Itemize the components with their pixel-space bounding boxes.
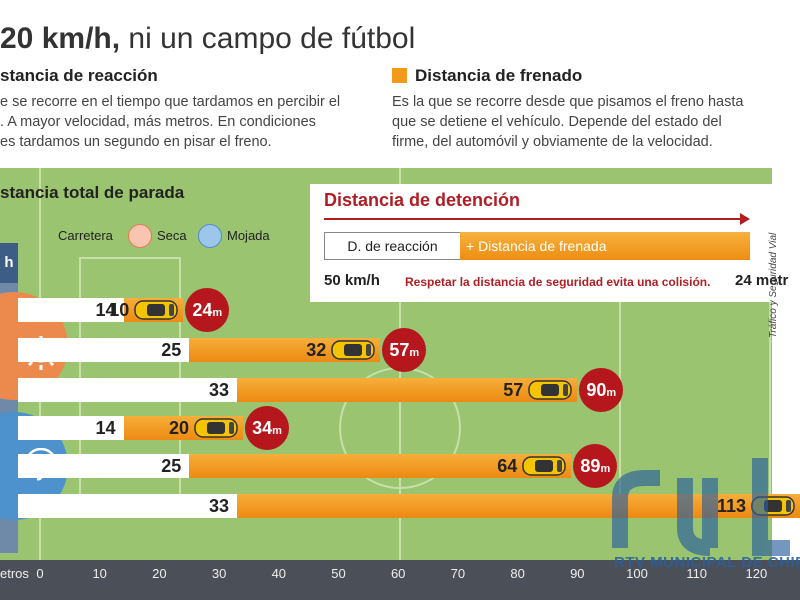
x-axis-unit: etros [0,566,29,581]
reaction-value: 33 [208,496,229,516]
x-tick-label: 50 [331,566,346,581]
x-tick-label: 110 [686,566,708,581]
reaction-value: 25 [161,340,182,360]
detention-speed: 50 km/h [324,272,380,289]
x-tick-label: 0 [36,566,44,581]
reaction-text: e se recorre en el tiempo que tardamos e… [0,94,341,150]
legend-dry: Seca [157,228,187,243]
x-tick-label: 30 [211,566,227,581]
braking-bar [189,454,572,478]
reaction-bar [18,416,124,440]
x-tick-label: 70 [450,566,466,581]
credit-text: Tráfico y Seguridad Vial [768,232,779,338]
reaction-title: stancia de reacción [0,66,158,85]
total-distance-badge: 89m [573,444,618,488]
reaction-bar [18,338,190,362]
braking-value: 32 [306,340,327,360]
page-title: 20 km/h, ni un campo de fútbol [0,22,416,55]
car-icon [134,300,179,320]
braking-swatch [392,68,407,83]
umbrella-icon [198,224,222,248]
reaction-value: 14 [95,300,116,320]
braking-text: Es la que se recorre desde que pisamos e… [392,94,744,150]
sun-icon [128,224,152,248]
reaction-bar [18,494,237,518]
legend-wet: Mojada [227,228,270,243]
braking-value: 57 [503,380,524,400]
car-icon [522,456,567,476]
detention-title: Distancia de detención [324,190,521,210]
detention-braking-label: + Distancia de frenada [460,232,750,260]
x-tick-label: 90 [570,566,585,581]
legend-road: Carretera [58,228,113,243]
car-icon [331,340,376,360]
reaction-value: 25 [161,456,182,476]
detention-reaction-label: D. de reacción [324,232,461,260]
arrow-right-icon [740,213,750,225]
total-distance-badge: 24m [185,288,230,332]
braking-bar [237,378,578,402]
x-tick-label: 80 [510,566,525,581]
reaction-bar [18,454,190,478]
x-tick-label: 10 [92,566,107,581]
x-tick-label: 40 [271,566,287,581]
total-distance-badge: 90m [579,368,624,412]
rtv-logo [612,458,790,556]
detention-box: Distancia de detención D. de reacción + … [310,184,800,302]
x-tick-label: 100 [626,566,648,581]
detention-arrow-line [324,218,744,220]
reaction-bar [18,378,237,402]
total-distance-badge: 57m [382,328,427,372]
car-icon [528,380,573,400]
reaction-value: 14 [95,418,116,438]
braking-value: 113 [716,496,746,516]
x-tick-label: 120 [745,566,768,581]
x-tick-label: 20 [152,566,167,581]
detention-distance: 24 metr [735,272,789,289]
watermark-text: RTV MUNICIPAL DE CHIPI [614,554,800,571]
car-icon [194,418,238,438]
braking-value: 20 [168,418,189,438]
reaction-value: 33 [208,380,229,400]
speed-tag: h [0,243,18,283]
x-axis [0,560,800,600]
braking-title: Distancia de frenado [392,66,582,86]
braking-value: 64 [497,456,518,476]
total-stop-title: stancia total de parada [0,183,185,202]
total-distance-badge: 34m [244,406,289,450]
x-tick-label: 60 [390,566,406,581]
reaction-bar [18,298,124,322]
braking-value: 10 [109,300,130,320]
detention-note: Respetar la distancia de seguridad evita… [405,275,711,289]
